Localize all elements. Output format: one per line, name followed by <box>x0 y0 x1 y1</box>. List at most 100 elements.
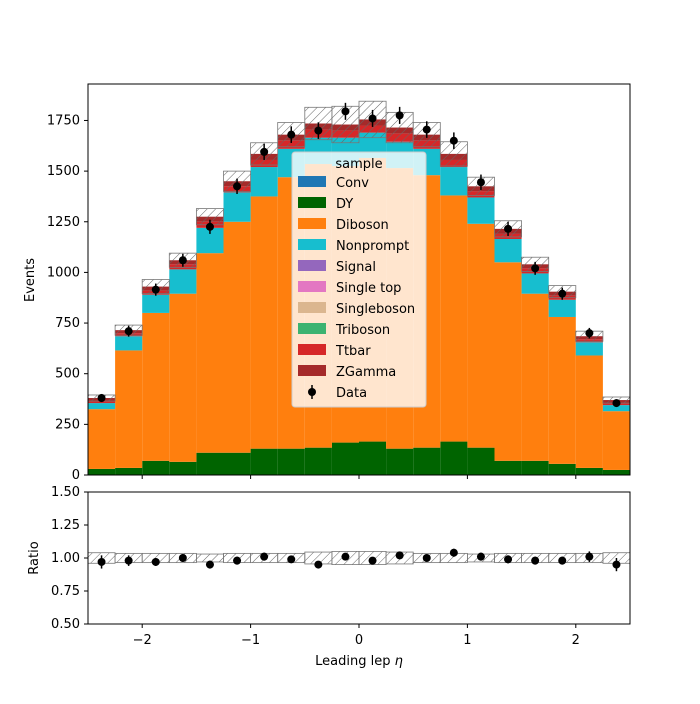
bar-dy <box>304 447 332 475</box>
ratio-point <box>585 552 594 561</box>
data-point <box>97 394 106 403</box>
main-x-axis-ticks <box>141 475 577 479</box>
bar-dy <box>386 448 414 475</box>
x-tick-label: 0 <box>355 633 363 648</box>
ratio-point <box>341 552 350 561</box>
y-tick-label: 500 <box>55 367 80 382</box>
x-tick-label: −2 <box>133 633 152 648</box>
legend-label-signal: Signal <box>336 260 376 275</box>
y-tick-label: 250 <box>55 417 80 432</box>
data-point <box>504 224 513 233</box>
legend-label-nonprompt: Nonprompt <box>336 239 409 254</box>
bar-nonprompt <box>142 294 170 313</box>
data-point <box>124 327 133 336</box>
legend-data-marker <box>308 388 316 396</box>
ratio-point <box>97 557 106 566</box>
bar-nonprompt <box>169 269 197 294</box>
x-tick-label: −1 <box>241 633 260 648</box>
y-tick-label: 1500 <box>47 164 80 179</box>
ratio-y-tick-label: 1.00 <box>51 551 80 566</box>
data-point <box>422 125 431 134</box>
bar-diboson <box>115 350 143 468</box>
bar-nonprompt <box>548 299 576 317</box>
ratio-point <box>558 556 567 565</box>
ratio-point <box>260 552 269 561</box>
data-point <box>205 222 214 231</box>
legend-label-triboson: Triboson <box>335 323 390 338</box>
data-point <box>558 289 567 298</box>
ratio-point <box>151 557 160 566</box>
data-point <box>585 329 594 338</box>
data-point <box>314 126 323 135</box>
bar-diboson <box>521 293 549 461</box>
y-tick-label: 1250 <box>47 215 80 230</box>
ratio-point <box>476 552 485 561</box>
legend-label-conv: Conv <box>336 176 369 191</box>
bar-diboson <box>169 293 197 462</box>
bar-dy <box>521 460 549 475</box>
ratio-y-tick-label: 0.50 <box>51 617 80 632</box>
bar-nonprompt <box>467 197 495 224</box>
bar-dy <box>250 448 278 475</box>
ratio-point <box>368 556 377 565</box>
ratio-points <box>97 548 621 572</box>
data-point <box>531 264 540 273</box>
y-tick-label: 1750 <box>47 113 80 128</box>
legend-entries: Conv DY Diboson Nonprompt Signal Single top Si… <box>298 176 415 401</box>
bar-diboson <box>142 312 170 461</box>
ratio-point <box>178 554 187 562</box>
bar-dy <box>359 441 387 475</box>
data-point <box>449 136 458 145</box>
legend-swatch-single-top <box>298 281 326 292</box>
ratio-point <box>233 556 242 565</box>
x-tick-label: 2 <box>572 633 580 648</box>
legend-label-diboson: Diboson <box>336 218 389 233</box>
bar-diboson <box>250 196 278 449</box>
bar-diboson <box>223 221 251 453</box>
ratio-y-tick-label: 1.25 <box>51 518 80 533</box>
ratio-point <box>504 555 513 564</box>
legend-swatch-ttbar <box>298 344 326 355</box>
bar-diboson <box>440 195 468 442</box>
x-axis-label: Leading lep η <box>315 654 403 669</box>
ratio-uncertainty-band <box>88 551 630 566</box>
data-points <box>97 102 621 408</box>
bar-diboson <box>88 409 116 469</box>
legend-swatch-dy <box>298 197 326 208</box>
ratio-point <box>531 556 540 565</box>
ratio-point <box>449 548 458 557</box>
main-y-axis-ticks: 0 250 500 750 1000 1250 1500 1750 <box>47 113 88 483</box>
bar-diboson <box>602 411 630 470</box>
data-point <box>151 285 160 294</box>
bar-dy <box>223 452 251 475</box>
bar-nonprompt <box>115 336 143 351</box>
bar-dy <box>88 468 116 475</box>
bar-dy <box>494 460 522 475</box>
bar-dy <box>196 452 224 475</box>
ratio-y-axis-ticks: 0.50 0.75 1.00 1.25 1.50 <box>51 485 88 632</box>
data-point <box>287 130 296 139</box>
ratio-point <box>612 560 621 569</box>
bar-dy <box>413 447 441 475</box>
bar-dy <box>440 441 468 475</box>
legend-swatch-signal <box>298 260 326 271</box>
bar-dy <box>602 469 630 475</box>
data-point <box>260 147 269 156</box>
y-tick-label: 750 <box>55 316 80 331</box>
bar-nonprompt <box>575 342 603 356</box>
bar-dy <box>277 448 305 475</box>
bar-diboson <box>467 223 495 448</box>
bar-dy <box>169 461 197 475</box>
bar-dy <box>142 460 170 475</box>
ratio-x-axis-ticks: −2 −1 0 1 2 <box>133 624 580 648</box>
bar-nonprompt <box>223 192 251 222</box>
bar-dy <box>575 467 603 475</box>
bar-nonprompt <box>494 238 522 263</box>
legend-title: sample <box>335 157 382 172</box>
ratio-point <box>395 551 404 560</box>
bar-ttbar <box>88 401 116 404</box>
legend-frame <box>291 151 427 408</box>
legend-swatch-triboson <box>298 323 326 334</box>
data-point <box>233 182 242 191</box>
legend-label-zgamma: ZGamma <box>336 365 396 380</box>
